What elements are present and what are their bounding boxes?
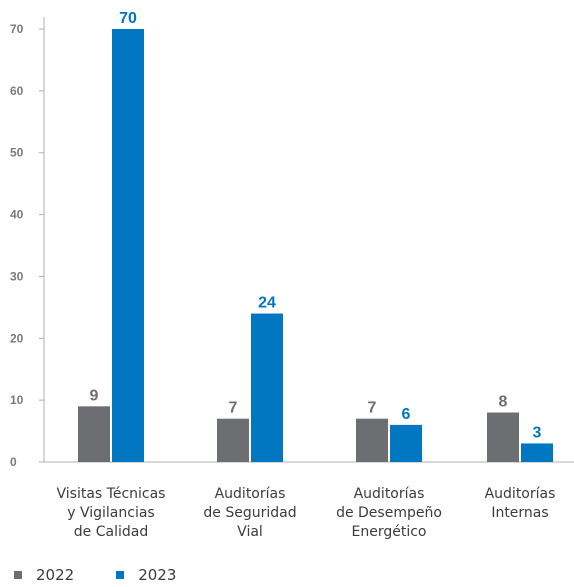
legend-label: 2023 — [138, 566, 177, 584]
data-label: 6 — [402, 406, 411, 423]
category-label: de Desempeño — [336, 505, 442, 521]
bar-2022-3 — [356, 418, 388, 462]
data-label: 9 — [90, 387, 99, 404]
category-label: Auditorías — [354, 486, 425, 502]
category-label: de Seguridad — [203, 505, 296, 521]
y-tick-label: 60 — [10, 84, 24, 98]
bar-2023-4 — [521, 443, 553, 462]
bar-2022-2 — [217, 418, 249, 462]
legend-label: 2022 — [36, 566, 75, 584]
legend-swatch — [116, 571, 125, 579]
data-label: 8 — [499, 394, 508, 411]
y-tick-label: 40 — [10, 208, 24, 222]
legend-swatch — [14, 571, 22, 579]
category-label: Visitas Técnicas — [57, 486, 166, 502]
category-label: Vial — [237, 524, 263, 540]
legend-item: 2023 — [116, 566, 176, 584]
data-label: 24 — [258, 295, 276, 312]
y-tick-label: 30 — [10, 269, 24, 283]
data-label: 70 — [119, 10, 137, 27]
bar-2022-4 — [487, 412, 519, 462]
legend-item: 2022 — [14, 566, 74, 584]
data-label: 7 — [368, 400, 377, 417]
category-label: Auditorías — [215, 486, 286, 502]
bar-2023-2 — [251, 313, 283, 462]
category-label: Auditorías — [485, 486, 556, 502]
y-tick-label: 50 — [10, 146, 24, 160]
bar-2023-1 — [112, 29, 144, 462]
bar-chart: 0 10 20 30 40 50 60 70 9 7 7 8 70 24 6 3 Visitas Técnica… — [10, 10, 574, 540]
y-tick-label: 0 — [10, 455, 17, 469]
y-tick-label: 20 — [10, 331, 24, 345]
category-label: de Calidad — [74, 524, 148, 540]
bar-2023-3 — [390, 424, 422, 462]
legend: 2022 2023 — [14, 566, 176, 584]
category-label: Energético — [352, 524, 427, 540]
y-tick-label: 70 — [10, 22, 24, 36]
y-tick-label: 10 — [10, 393, 24, 407]
data-label: 7 — [229, 400, 238, 417]
category-label: Internas — [491, 505, 548, 521]
data-label: 3 — [533, 424, 542, 441]
category-label: y Vigilancias — [67, 505, 154, 521]
bar-2022-1 — [78, 406, 110, 462]
